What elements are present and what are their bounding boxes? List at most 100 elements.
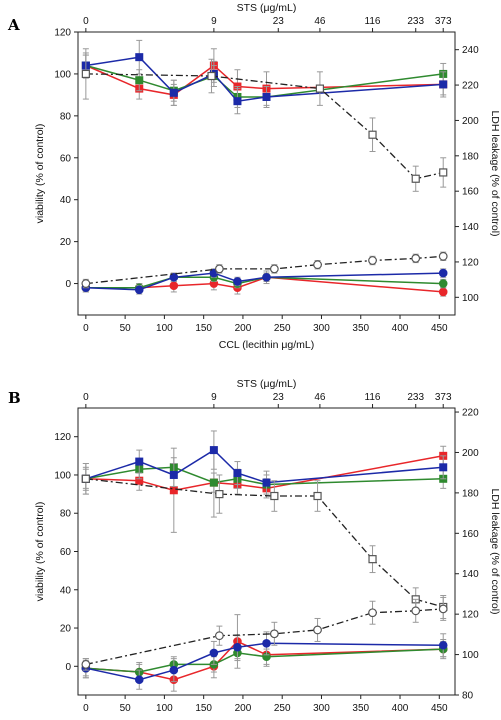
y-right-tick-label: 160 [462,529,479,540]
y-right-tick-label: 160 [462,187,479,198]
data-point [233,277,242,286]
data-point [313,491,322,501]
data-point [438,640,448,650]
data-point [438,287,448,297]
data-point [438,279,448,288]
series-7 [81,596,448,671]
series-line [85,73,444,180]
data-point [169,281,179,290]
y-right-axis-label: LDH leakage (% of control) [489,488,501,614]
data-point [169,88,178,97]
data-point [439,168,448,177]
data-point [439,463,448,472]
top-axis-label: STS (μg/mL) [237,2,297,14]
top-tick-label: 373 [435,16,452,27]
y-left-tick-label: 20 [60,237,72,248]
y-left-tick-label: 120 [54,28,71,39]
data-point [81,659,91,669]
plot-frame [77,31,456,316]
y-right-tick-label: 80 [462,691,474,702]
x-tick-label: 450 [431,703,448,714]
y-right-tick-label: 200 [462,448,479,459]
data-point [81,69,90,79]
data-point [81,279,91,288]
top-tick-label: 0 [83,16,89,27]
data-point [209,478,218,487]
y-left-axis-label: viability (% of control) [34,502,46,602]
data-point [313,260,322,270]
y-left-tick-label: 0 [65,662,71,673]
x-tick-label: 450 [431,323,448,334]
y-left-tick-label: 40 [60,195,72,206]
x-tick-label: 400 [392,703,409,714]
data-point [135,457,144,466]
x-tick-label: 150 [195,323,212,334]
y-right-tick-label: 140 [462,569,479,580]
top-tick-label: 233 [407,16,424,27]
y-left-tick-label: 60 [60,547,72,558]
data-point [169,470,178,479]
y-right-tick-label: 220 [462,81,479,92]
y-right-tick-label: 180 [462,488,479,499]
y-right-tick-label: 120 [462,610,479,621]
x-tick-label: 0 [83,323,89,334]
y-right-tick-label: 140 [462,222,479,233]
data-point [233,469,242,478]
data-point [233,642,242,652]
x-tick-label: 350 [352,323,369,334]
data-point [270,491,279,501]
x-tick-label: 100 [156,323,173,334]
top-tick-label: 9 [211,392,217,403]
data-point [368,555,377,564]
data-point [135,53,144,62]
y-right-tick-label: 180 [462,151,479,162]
data-point [209,648,219,658]
x-tick-label: 300 [313,323,330,334]
series-5 [81,640,448,681]
data-point [368,608,377,618]
data-point [233,97,242,106]
y-right-tick-label: 220 [462,408,479,419]
y-left-tick-label: 100 [54,69,71,80]
y-right-tick-label: 100 [462,650,479,661]
data-point [215,490,224,499]
x-tick-label: 200 [235,323,252,334]
data-point [214,631,224,641]
series-3 [81,48,448,192]
top-tick-label: 116 [365,392,381,403]
data-point [134,285,144,295]
y-left-tick-label: 120 [54,432,71,443]
data-point [207,71,216,81]
panel-letter-b: B [8,389,21,407]
y-left-tick-label: 80 [60,509,72,520]
data-point [411,253,421,263]
y-right-tick-label: 200 [462,116,479,127]
data-point [438,251,448,261]
data-point [214,264,224,274]
y-right-tick-label: 240 [462,45,479,56]
top-tick-label: 23 [273,392,285,403]
data-point [262,272,271,282]
data-point [438,268,448,278]
x-tick-label: 400 [392,323,409,334]
y-left-tick-label: 40 [60,585,72,596]
x-tick-label: 150 [195,703,212,714]
y-left-tick-label: 0 [65,279,71,290]
x-tick-label: 100 [156,703,173,714]
y-right-tick-label: 120 [462,257,479,268]
top-tick-label: 46 [314,16,326,27]
data-point [313,625,322,635]
y-left-tick-label: 60 [60,153,72,164]
panel-letter-a: A [7,16,20,34]
data-point [262,478,271,487]
data-point [262,639,271,648]
series-6 [81,631,448,690]
x-tick-label: 0 [83,703,89,714]
top-axis-label: STS (μg/mL) [237,378,297,390]
data-point [169,486,178,495]
data-point [269,629,279,639]
x-tick-label: 250 [274,323,291,334]
